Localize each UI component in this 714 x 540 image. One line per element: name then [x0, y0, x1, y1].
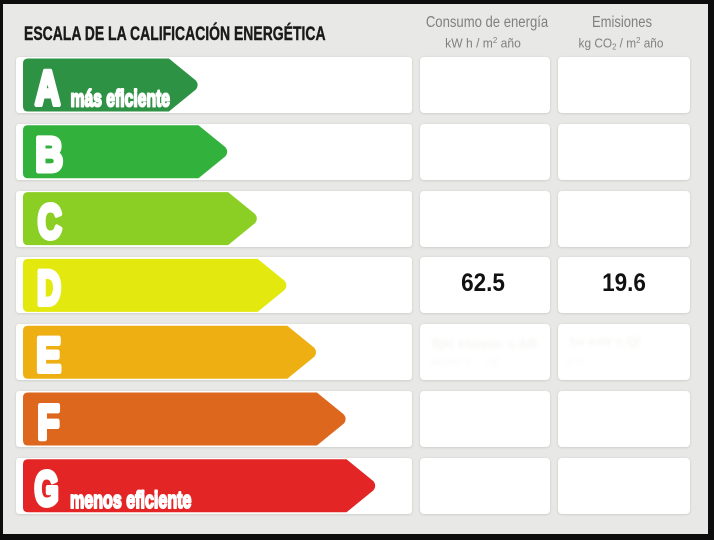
svg-text:D: D — [37, 262, 61, 316]
svg-text:A: A — [35, 61, 60, 115]
svg-text:C: C — [38, 195, 62, 249]
svg-text:F: F — [38, 395, 60, 448]
svg-text:B: B — [36, 129, 63, 182]
svg-text:G: G — [35, 461, 59, 516]
svg-text:más eficiente: más eficiente — [71, 86, 171, 112]
svg-text:E: E — [36, 329, 61, 383]
svg-text:menos eficiente: menos eficiente — [70, 488, 191, 514]
